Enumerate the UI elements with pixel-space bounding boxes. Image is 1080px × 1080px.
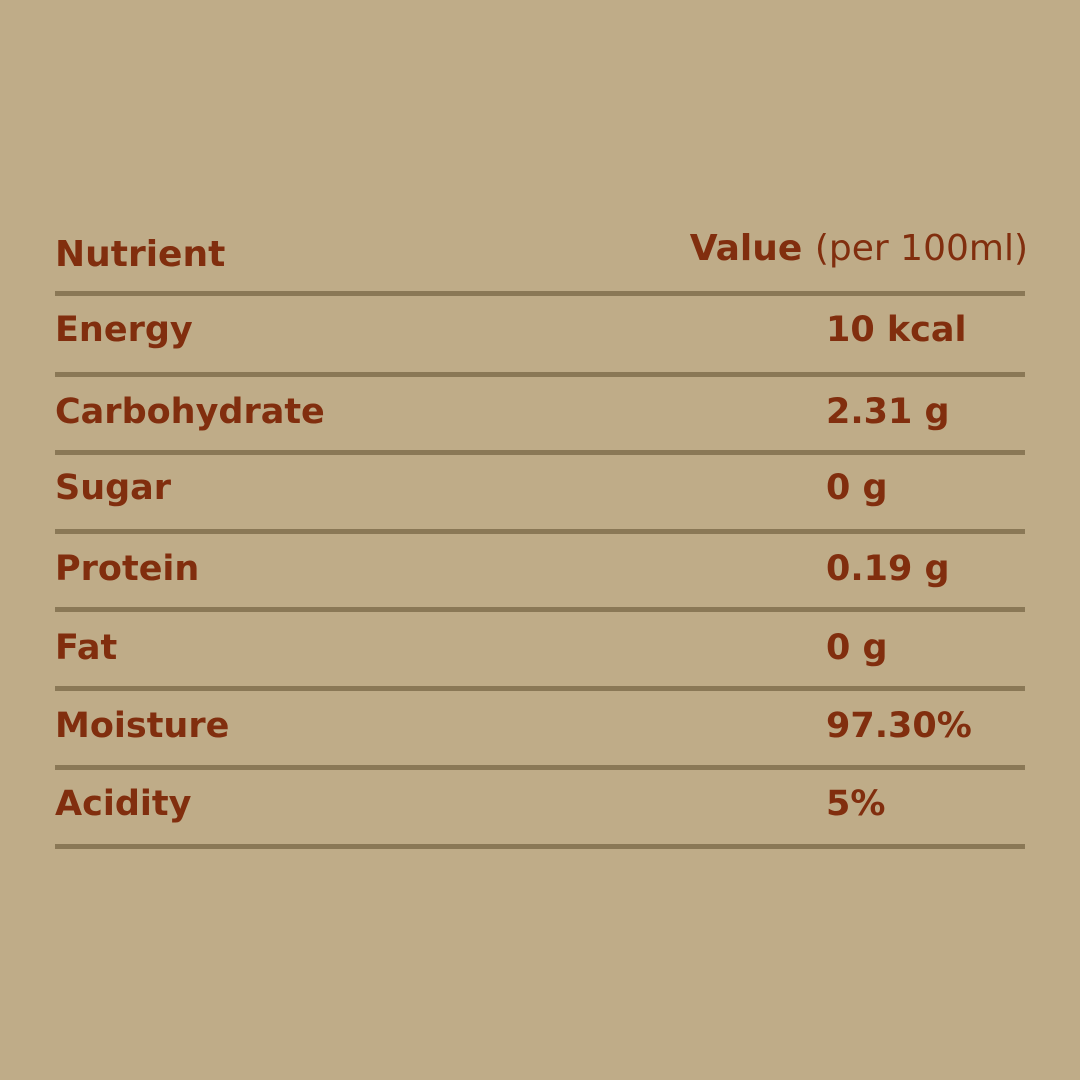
- row-divider: [55, 844, 1025, 849]
- value-label: Value: [689, 228, 803, 269]
- row-divider: [55, 291, 1025, 296]
- nutrient-name: Fat: [55, 628, 118, 668]
- nutrient-name: Sugar: [55, 468, 172, 508]
- nutrient-value: 10 kcal: [826, 310, 967, 350]
- row-divider: [55, 529, 1025, 534]
- table-row: Protein 0.19 g: [55, 549, 1025, 589]
- table-row: Energy 10 kcal: [55, 310, 1025, 350]
- nutrient-name: Carbohydrate: [55, 392, 325, 432]
- row-divider: [55, 765, 1025, 770]
- nutrient-value: 2.31 g: [826, 392, 950, 432]
- table-row: Carbohydrate 2.31 g: [55, 392, 1025, 432]
- nutrient-column-header: Nutrient: [55, 234, 226, 275]
- unit-label: (per 100ml): [814, 228, 1028, 269]
- row-divider: [55, 372, 1025, 377]
- nutrient-value: 0.19 g: [826, 549, 950, 589]
- nutrient-name: Energy: [55, 310, 193, 350]
- nutrient-value: 97.30%: [826, 706, 972, 746]
- nutrient-value: 0 g: [826, 468, 888, 508]
- table-row: Sugar 0 g: [55, 468, 1025, 508]
- nutrient-value: 5%: [826, 784, 886, 824]
- row-divider: [55, 450, 1025, 455]
- nutrient-name: Protein: [55, 549, 200, 589]
- nutrient-value: 0 g: [826, 628, 888, 668]
- value-column-header: Value (per 100ml): [690, 228, 1028, 269]
- row-divider: [55, 686, 1025, 691]
- table-row: Moisture 97.30%: [55, 706, 1025, 746]
- row-divider: [55, 607, 1025, 612]
- table-row: Acidity 5%: [55, 784, 1025, 824]
- nutrient-name: Acidity: [55, 784, 192, 824]
- table-row: Fat 0 g: [55, 628, 1025, 668]
- nutrient-name: Moisture: [55, 706, 230, 746]
